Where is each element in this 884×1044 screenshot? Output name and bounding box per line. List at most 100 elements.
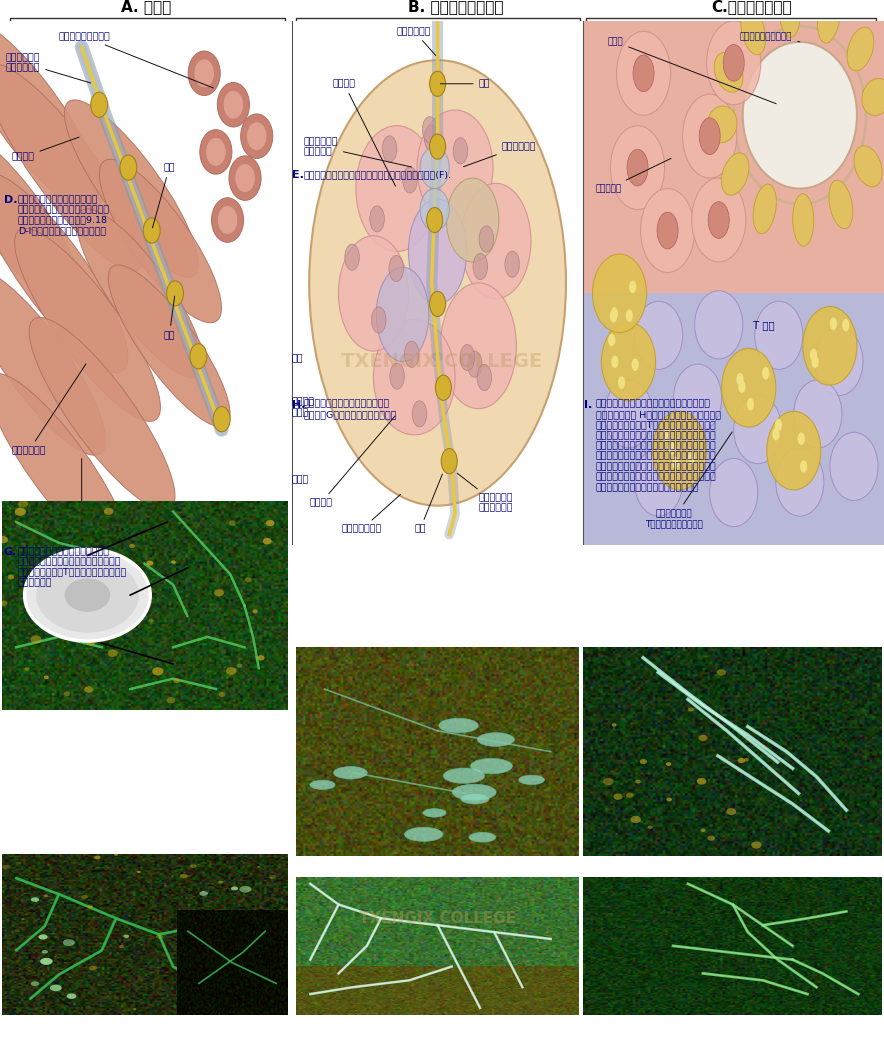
Circle shape [648, 826, 652, 829]
Ellipse shape [190, 343, 207, 369]
Circle shape [812, 355, 819, 369]
Text: 膨体: 膨体 [152, 163, 175, 228]
Ellipse shape [223, 91, 244, 119]
Circle shape [505, 252, 520, 278]
Ellipse shape [633, 55, 654, 92]
Ellipse shape [635, 448, 682, 516]
Ellipse shape [699, 118, 720, 155]
Circle shape [240, 886, 251, 893]
Ellipse shape [438, 718, 478, 733]
Ellipse shape [830, 432, 878, 500]
Ellipse shape [723, 45, 744, 81]
Ellipse shape [721, 152, 749, 195]
Ellipse shape [309, 780, 335, 789]
Ellipse shape [691, 179, 746, 262]
Circle shape [453, 138, 468, 164]
Circle shape [688, 452, 695, 465]
Circle shape [762, 367, 769, 380]
Ellipse shape [443, 768, 484, 783]
Ellipse shape [779, 0, 800, 38]
Text: D.: D. [4, 195, 18, 205]
Circle shape [626, 792, 634, 798]
Circle shape [405, 341, 419, 367]
Circle shape [84, 686, 94, 693]
Ellipse shape [611, 125, 665, 210]
Ellipse shape [333, 766, 367, 779]
Ellipse shape [657, 212, 678, 248]
Circle shape [118, 945, 125, 948]
Circle shape [62, 617, 72, 624]
Ellipse shape [420, 146, 449, 189]
Text: 神经末梢: 神经末梢 [11, 137, 79, 162]
Circle shape [179, 874, 188, 878]
Text: 边缘窦: 边缘窦 [292, 476, 309, 484]
Ellipse shape [430, 134, 446, 160]
Ellipse shape [710, 458, 758, 526]
Ellipse shape [682, 94, 736, 179]
Ellipse shape [461, 184, 531, 299]
Circle shape [389, 256, 403, 282]
Circle shape [626, 309, 633, 322]
Ellipse shape [477, 733, 514, 746]
Ellipse shape [211, 197, 244, 242]
Ellipse shape [77, 209, 203, 378]
Circle shape [672, 456, 679, 469]
Circle shape [44, 675, 49, 680]
Ellipse shape [469, 832, 496, 843]
Circle shape [25, 667, 29, 671]
Circle shape [618, 376, 625, 389]
Circle shape [751, 841, 762, 849]
Ellipse shape [714, 52, 743, 92]
Circle shape [266, 520, 274, 526]
Circle shape [640, 759, 647, 764]
Circle shape [737, 758, 745, 763]
Circle shape [39, 934, 48, 940]
Text: 中央白髓周围的去甲肾上腺素能交感
神经纤维，示横切面，神经纤维也出现于
动脉周围淋巴鞘的T细胞周围及边缘窦的抗
原呈递细胞旁: 中央白髓周围的去甲肾上腺素能交感 神经纤维，示横切面，神经纤维也出现于 动脉周围… [18, 547, 127, 587]
Circle shape [460, 345, 475, 371]
Ellipse shape [734, 396, 781, 464]
Ellipse shape [854, 146, 882, 187]
Circle shape [252, 953, 260, 957]
Circle shape [477, 364, 492, 390]
Ellipse shape [377, 267, 429, 361]
Circle shape [666, 762, 671, 766]
Text: B. 腺体（下颌下腺）: B. 腺体（下颌下腺） [408, 0, 504, 15]
Circle shape [50, 984, 62, 991]
Circle shape [226, 667, 237, 674]
Circle shape [30, 636, 42, 643]
Circle shape [214, 589, 224, 596]
Circle shape [19, 500, 28, 507]
Circle shape [86, 639, 95, 645]
Circle shape [229, 520, 236, 525]
Text: E.: E. [292, 170, 304, 180]
Ellipse shape [339, 236, 408, 351]
Circle shape [727, 808, 736, 815]
Circle shape [231, 886, 238, 891]
Ellipse shape [405, 827, 443, 841]
Ellipse shape [15, 229, 160, 422]
Ellipse shape [200, 129, 232, 174]
Ellipse shape [166, 281, 184, 306]
Ellipse shape [641, 189, 695, 272]
Circle shape [701, 829, 705, 832]
Ellipse shape [815, 328, 863, 396]
Circle shape [218, 881, 224, 883]
Circle shape [94, 856, 101, 859]
Circle shape [611, 307, 618, 319]
Ellipse shape [408, 199, 467, 304]
Circle shape [218, 1011, 222, 1013]
Ellipse shape [143, 218, 160, 243]
Circle shape [273, 992, 278, 994]
Circle shape [423, 117, 437, 143]
Ellipse shape [229, 156, 261, 200]
Ellipse shape [217, 82, 249, 127]
Circle shape [88, 905, 93, 908]
Text: 动脉周围
淋巴鞘: 动脉周围 淋巴鞘 [292, 398, 315, 417]
Circle shape [40, 957, 53, 965]
Circle shape [88, 966, 97, 970]
Circle shape [608, 334, 615, 347]
Text: C.淋巴组织（脾）: C.淋巴组织（脾） [712, 0, 792, 15]
Ellipse shape [766, 411, 821, 490]
Circle shape [636, 780, 641, 784]
Circle shape [171, 561, 176, 564]
